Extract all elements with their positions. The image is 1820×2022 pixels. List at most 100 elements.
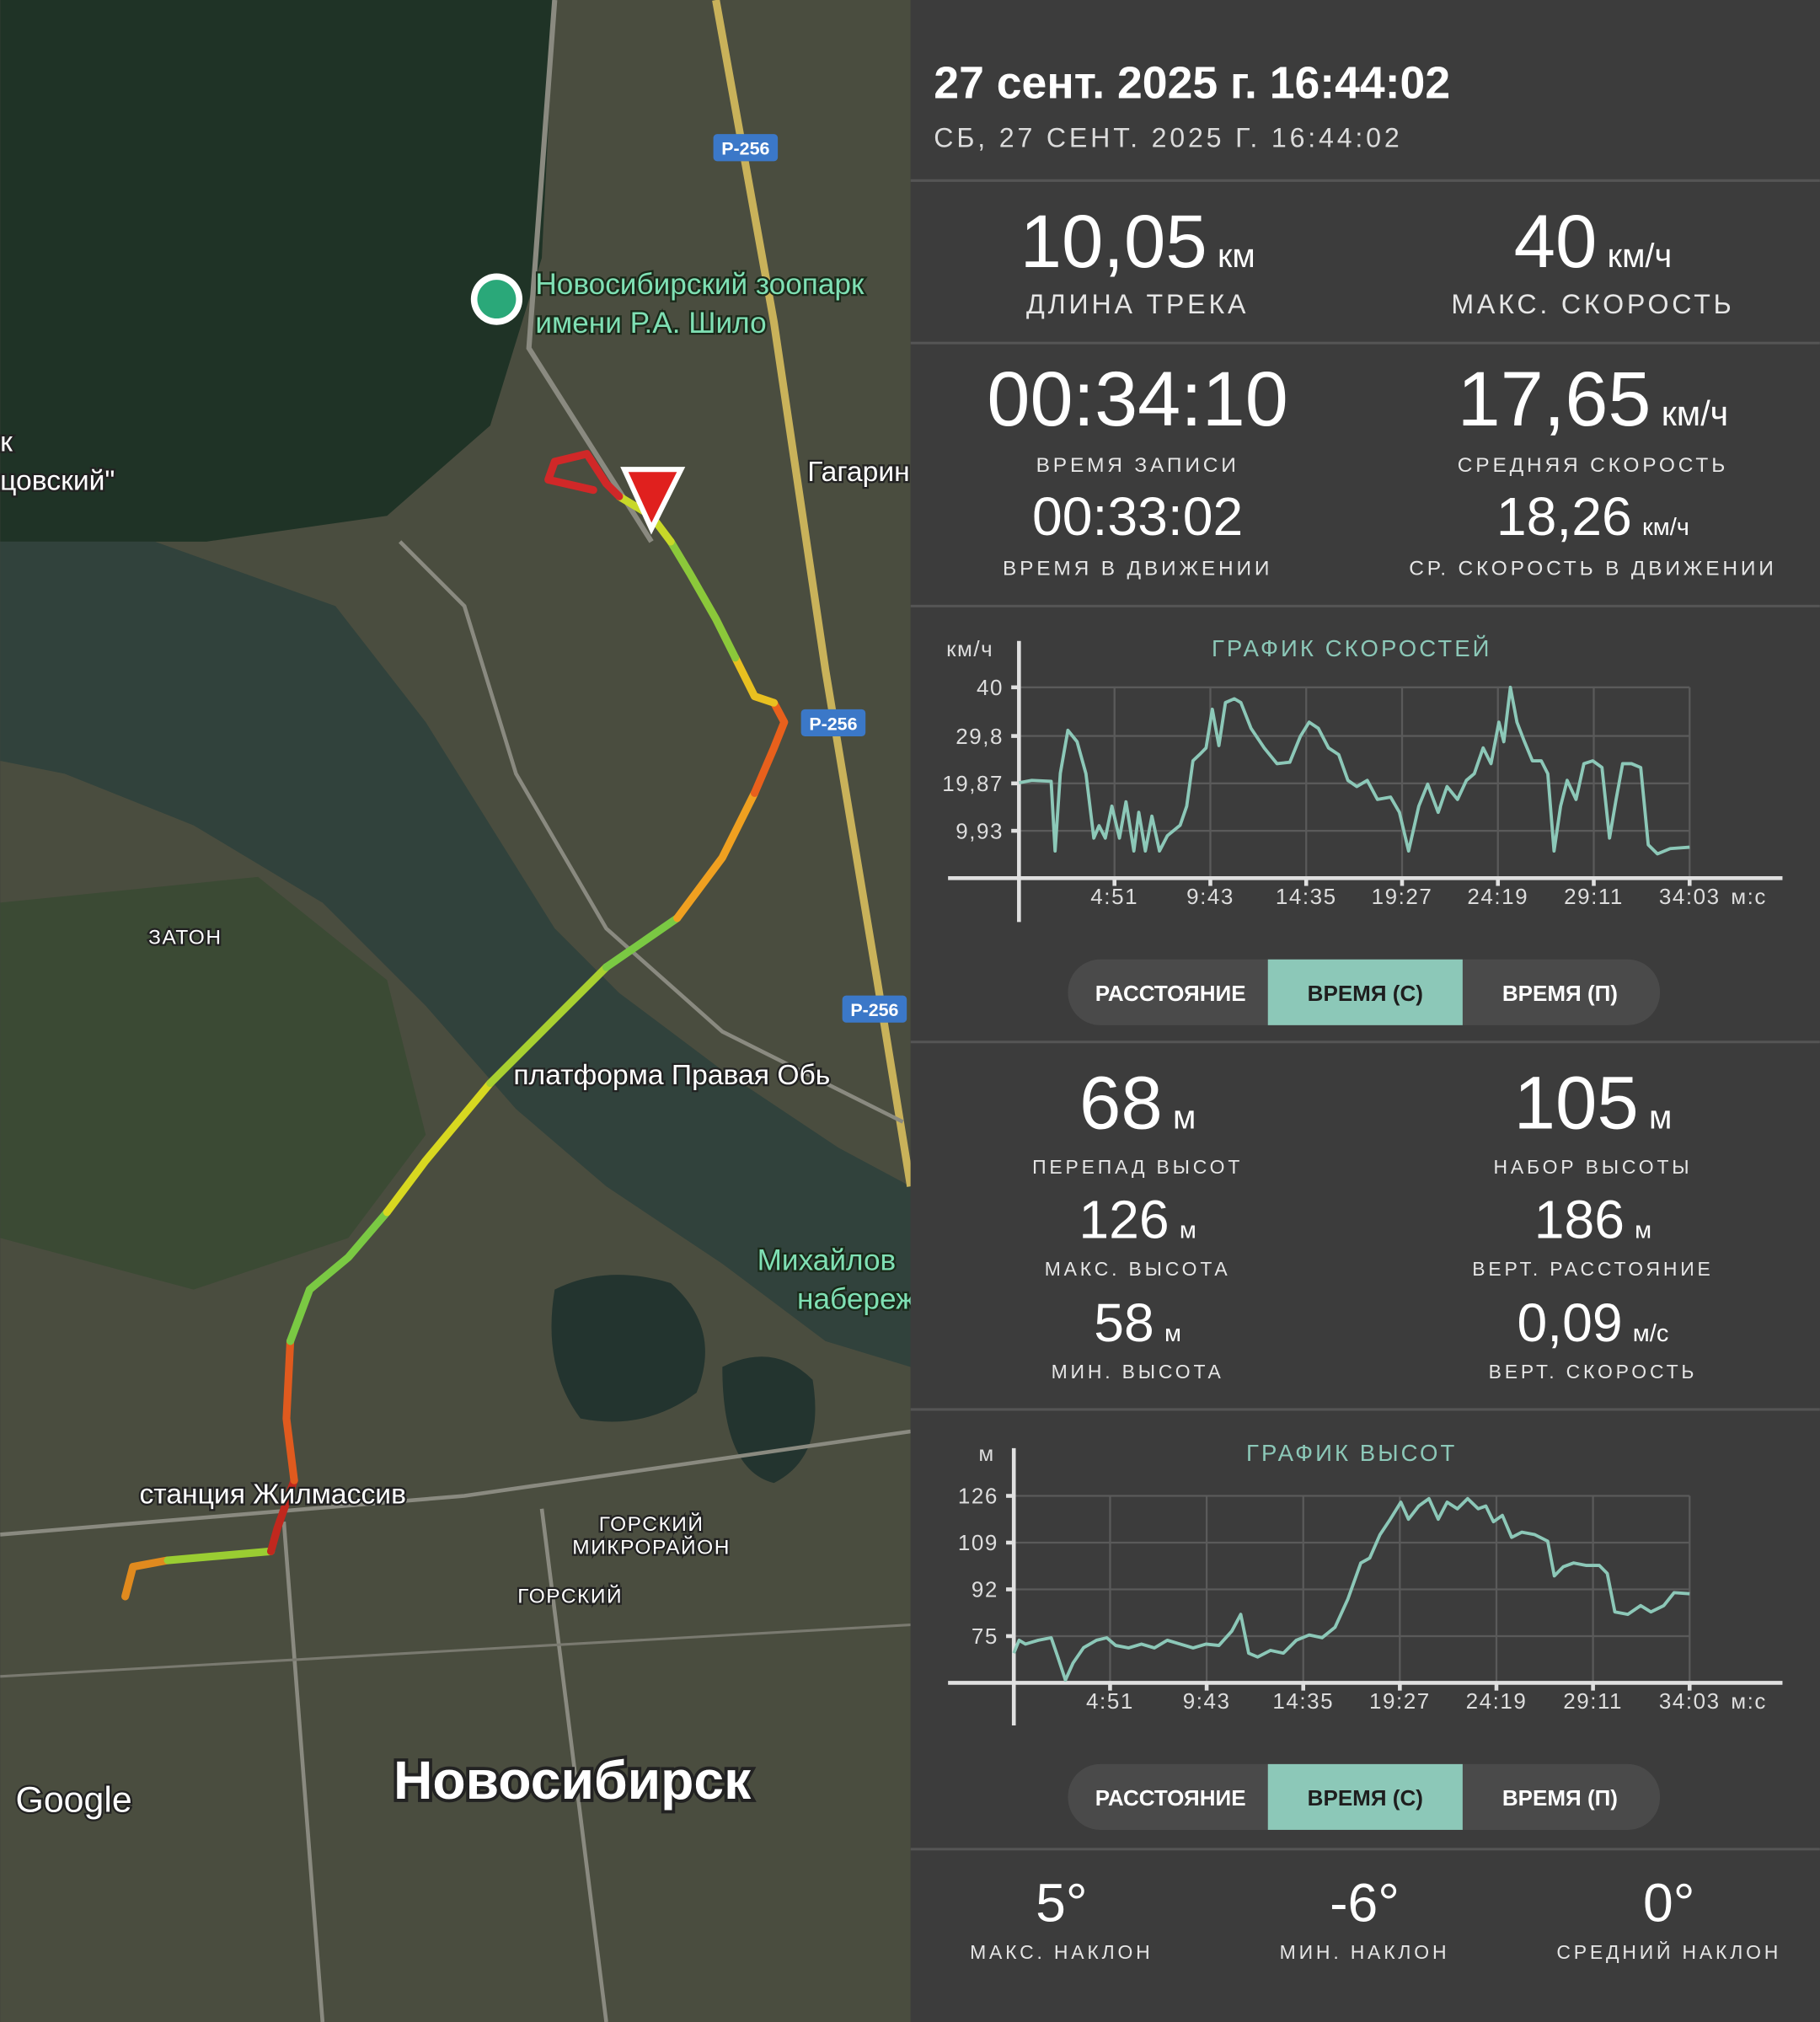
y-tick-label: 109 (958, 1530, 998, 1555)
stat-number: 186 (1534, 1189, 1625, 1249)
y-unit: км/ч (946, 636, 993, 661)
map[interactable]: Р-256 Р-256 Р-256 Новосибирский зоопарк … (0, 0, 916, 2022)
stat-label: ВРЕМЯ В ДВИЖЕНИИ (1003, 558, 1272, 580)
stat-number: 0,09 (1517, 1292, 1622, 1353)
x-unit: м:с (1731, 1688, 1767, 1714)
slope-label: МАКС. НАКЛОН (970, 1941, 1153, 1963)
x-tick-label: 14:35 (1272, 1688, 1334, 1714)
stat-value: 0,09 м/с (1517, 1292, 1668, 1353)
data-line (1018, 685, 1690, 856)
road-badge-label: Р-256 (850, 1000, 898, 1020)
stat-value: 17,65 км/ч (1458, 356, 1729, 442)
stat-value: 68 м (1079, 1061, 1196, 1144)
slope-label: МИН. НАКЛОН (1280, 1941, 1450, 1963)
toggle-option[interactable]: ВРЕМЯ (С) (1308, 981, 1423, 1006)
stat-value: 186 м (1534, 1189, 1651, 1249)
map-label: ГОРСКИЙ (517, 1585, 623, 1608)
map-label: набереж (797, 1283, 916, 1316)
track-subtitle: СБ, 27 СЕНТ. 2025 Г. 16:44:02 (934, 122, 1402, 152)
y-tick-label: 9,93 (956, 818, 1004, 843)
stat-value: 00:33:02 (1032, 486, 1243, 547)
chart-title: ГРАФИК СКОРОСТЕЙ (1212, 635, 1492, 661)
road-badge (842, 995, 907, 1023)
map-label: ГОРСКИЙ (599, 1512, 704, 1536)
x-tick-label: 14:35 (1276, 884, 1337, 909)
y-tick-label: 92 (972, 1577, 998, 1602)
road-badge (713, 134, 779, 162)
stat-value: 126 м (1079, 1189, 1196, 1249)
stat-number: 40 (1514, 200, 1598, 283)
slope-value: -6° (1330, 1873, 1400, 1934)
slope-value: 0° (1643, 1873, 1694, 1934)
stat-value: 10,05 км (1020, 200, 1255, 283)
x-tick-label: 19:27 (1369, 1688, 1431, 1714)
zoo-pin-icon (477, 280, 517, 319)
road-badge (800, 709, 866, 736)
x-tick-label: 24:19 (1467, 884, 1528, 909)
stat-unit: м (1180, 1217, 1196, 1244)
stat-unit: м (1173, 1099, 1196, 1136)
x-tick-label: 4:51 (1086, 1688, 1134, 1714)
stat-unit: м (1649, 1099, 1672, 1136)
map-label: Гагарин (807, 457, 909, 488)
stat-value: 58 м (1094, 1292, 1181, 1353)
map-label: Новосибирский зоопарк (535, 268, 864, 301)
stat-label: НАБОР ВЫСОТЫ (1493, 1156, 1692, 1178)
stat-value: 00:34:10 (987, 356, 1287, 442)
stat-value: 105 м (1514, 1061, 1673, 1144)
x-tick-label: 9:43 (1183, 1688, 1231, 1714)
stat-unit: км/ч (1642, 514, 1689, 541)
stat-unit: м (1164, 1320, 1181, 1347)
map-label: платформа Правая Обь (513, 1060, 830, 1091)
stat-label: ДЛИНА ТРЕКА (1026, 289, 1249, 319)
slope-value: 5° (1036, 1873, 1087, 1934)
stat-number: 10,05 (1020, 200, 1207, 283)
y-tick-label: 19,87 (942, 771, 1004, 796)
stat-label: СРЕДНЯЯ СКОРОСТЬ (1458, 454, 1728, 477)
x-tick-label: 34:03 (1659, 1688, 1721, 1714)
attribution: Google (16, 1780, 132, 1821)
toggle-active (1267, 1763, 1463, 1830)
toggle-option[interactable]: РАССТОЯНИЕ (1095, 981, 1246, 1006)
stat-number: 105 (1514, 1061, 1639, 1144)
stat-label: МАКС. СКОРОСТЬ (1451, 289, 1734, 319)
stat-number: 17,65 (1458, 356, 1651, 442)
stat-label: МИН. ВЫСОТА (1052, 1361, 1224, 1383)
stat-label: МАКС. ВЫСОТА (1045, 1258, 1231, 1280)
slope-label: СРЕДНИЙ НАКЛОН (1556, 1941, 1781, 1963)
x-unit: м:с (1731, 884, 1767, 909)
y-tick-label: 126 (958, 1484, 998, 1509)
stat-number: 126 (1079, 1189, 1169, 1249)
toggle-option[interactable]: ВРЕМЯ (П) (1502, 1785, 1618, 1811)
x-tick-label: 19:27 (1372, 884, 1433, 909)
map-label: МИКРОРАЙОН (572, 1535, 731, 1559)
toggle-option[interactable]: ВРЕМЯ (С) (1308, 1785, 1423, 1811)
stat-unit: км/ч (1662, 394, 1728, 433)
chart-title: ГРАФИК ВЫСОТ (1246, 1440, 1457, 1466)
position-marker (620, 467, 686, 535)
y-unit: м (978, 1441, 994, 1466)
stat-number: 58 (1094, 1292, 1154, 1353)
stat-number: 68 (1079, 1061, 1163, 1144)
stat-label: СР. СКОРОСТЬ В ДВИЖЕНИИ (1409, 558, 1776, 580)
route (121, 450, 789, 1601)
x-tick-label: 29:11 (1563, 1688, 1623, 1714)
stat-label: ПЕРЕПАД ВЫСОТ (1032, 1156, 1243, 1178)
x-tick-label: 24:19 (1466, 1688, 1528, 1714)
stat-number: 00:34:10 (987, 356, 1287, 442)
stat-label: ВРЕМЯ ЗАПИСИ (1036, 454, 1239, 477)
city-label: Новосибирск (393, 1750, 752, 1811)
stat-number: 00:33:02 (1032, 486, 1243, 547)
x-tick-label: 29:11 (1564, 884, 1624, 909)
y-tick-label: 75 (972, 1623, 998, 1649)
stat-number: 18,26 (1496, 486, 1632, 547)
stat-unit: км/ч (1608, 238, 1673, 275)
toggle-option[interactable]: ВРЕМЯ (П) (1502, 981, 1618, 1006)
toggle-option[interactable]: РАССТОЯНИЕ (1095, 1785, 1246, 1811)
road-badge-label: Р-256 (809, 714, 857, 734)
data-line (1012, 1496, 1690, 1682)
stat-unit: м/с (1633, 1320, 1669, 1347)
map-label: Михайлов (757, 1244, 897, 1277)
stat-unit: км (1218, 238, 1255, 275)
